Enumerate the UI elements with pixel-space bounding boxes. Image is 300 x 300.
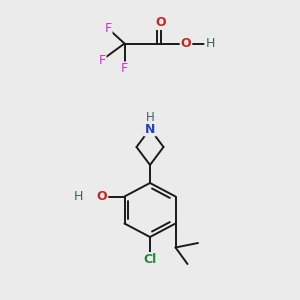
Text: Cl: Cl	[143, 253, 157, 266]
Text: H: H	[146, 111, 154, 124]
Text: O: O	[155, 16, 166, 29]
Text: H: H	[73, 190, 83, 203]
Text: H: H	[205, 37, 215, 50]
Text: F: F	[104, 22, 112, 35]
Text: O: O	[181, 37, 191, 50]
Text: O: O	[97, 190, 107, 203]
Text: N: N	[145, 122, 155, 136]
Text: F: F	[121, 62, 128, 76]
Text: F: F	[98, 53, 106, 67]
